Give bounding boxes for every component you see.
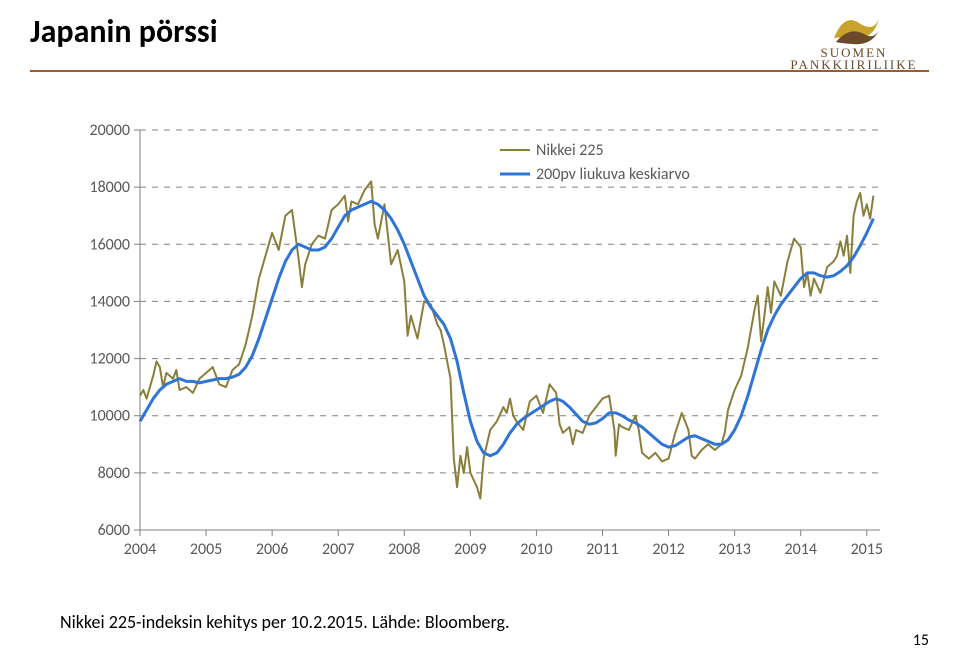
svg-text:2008: 2008 — [388, 540, 420, 559]
svg-text:2004: 2004 — [124, 540, 156, 559]
svg-text:200pv liukuva keskiarvo: 200pv liukuva keskiarvo — [536, 165, 690, 184]
svg-text:2015: 2015 — [851, 540, 883, 559]
svg-text:18000: 18000 — [89, 178, 130, 197]
page-number: 15 — [913, 631, 929, 650]
svg-text:14000: 14000 — [89, 292, 130, 311]
logo: SUOMEN PANKKIIRILIIKE — [779, 8, 929, 71]
svg-text:2013: 2013 — [718, 540, 750, 559]
svg-text:2007: 2007 — [322, 540, 354, 559]
chart-caption: Nikkei 225-indeksin kehitys per 10.2.201… — [60, 611, 510, 633]
svg-text:2006: 2006 — [256, 540, 288, 559]
svg-text:20000: 20000 — [89, 121, 130, 140]
svg-text:2012: 2012 — [652, 540, 684, 559]
logo-icon — [824, 8, 884, 48]
svg-text:2014: 2014 — [784, 540, 816, 559]
nikkei-chart: 6000 8000 10000 12000 14000 16000 18000 20000 20… — [70, 120, 890, 560]
title-rule — [30, 70, 929, 72]
svg-text:10000: 10000 — [89, 407, 130, 426]
slide-title: Japanin pörssi — [30, 12, 218, 51]
svg-text:6000: 6000 — [98, 521, 130, 540]
svg-text:2005: 2005 — [190, 540, 222, 559]
svg-text:2009: 2009 — [454, 540, 486, 559]
svg-text:2010: 2010 — [520, 540, 552, 559]
svg-text:16000: 16000 — [89, 235, 130, 254]
svg-text:Nikkei 225: Nikkei 225 — [536, 141, 604, 160]
svg-text:8000: 8000 — [98, 464, 130, 483]
svg-text:12000: 12000 — [89, 350, 130, 369]
svg-text:2011: 2011 — [586, 540, 618, 559]
